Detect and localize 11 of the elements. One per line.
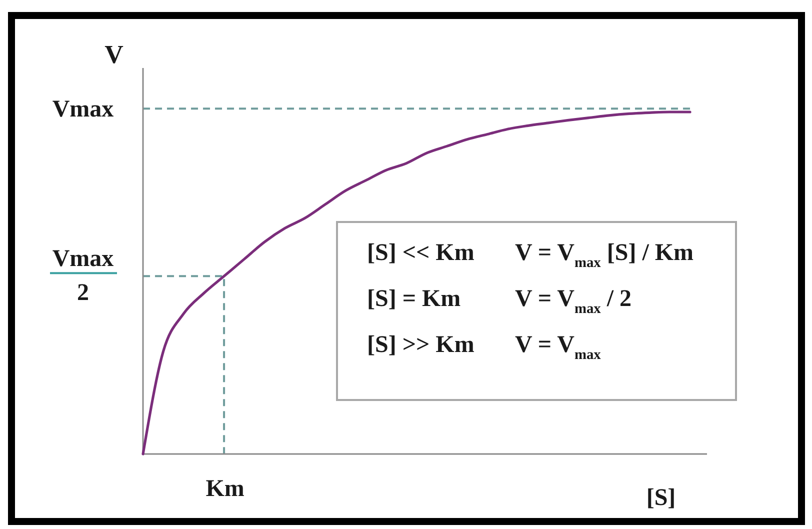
x-axis-title: [S] (646, 485, 676, 511)
annotation: [S] = Km (367, 286, 461, 312)
ref-line-label: Vmax (52, 96, 114, 123)
ref-line-label: Vmax 2 (52, 246, 114, 306)
annotation: [S] << Km (367, 240, 474, 266)
annotation: V = V$_{max}$ / 2 (515, 286, 632, 318)
y-axis-title: V (104, 40, 124, 69)
annotation: V = V$_{max}$ [S] / Km (515, 240, 694, 272)
annotation: [S] >> Km (367, 332, 474, 358)
text: Km (206, 476, 244, 502)
annotation: V = V$_{max}$ (515, 332, 602, 364)
